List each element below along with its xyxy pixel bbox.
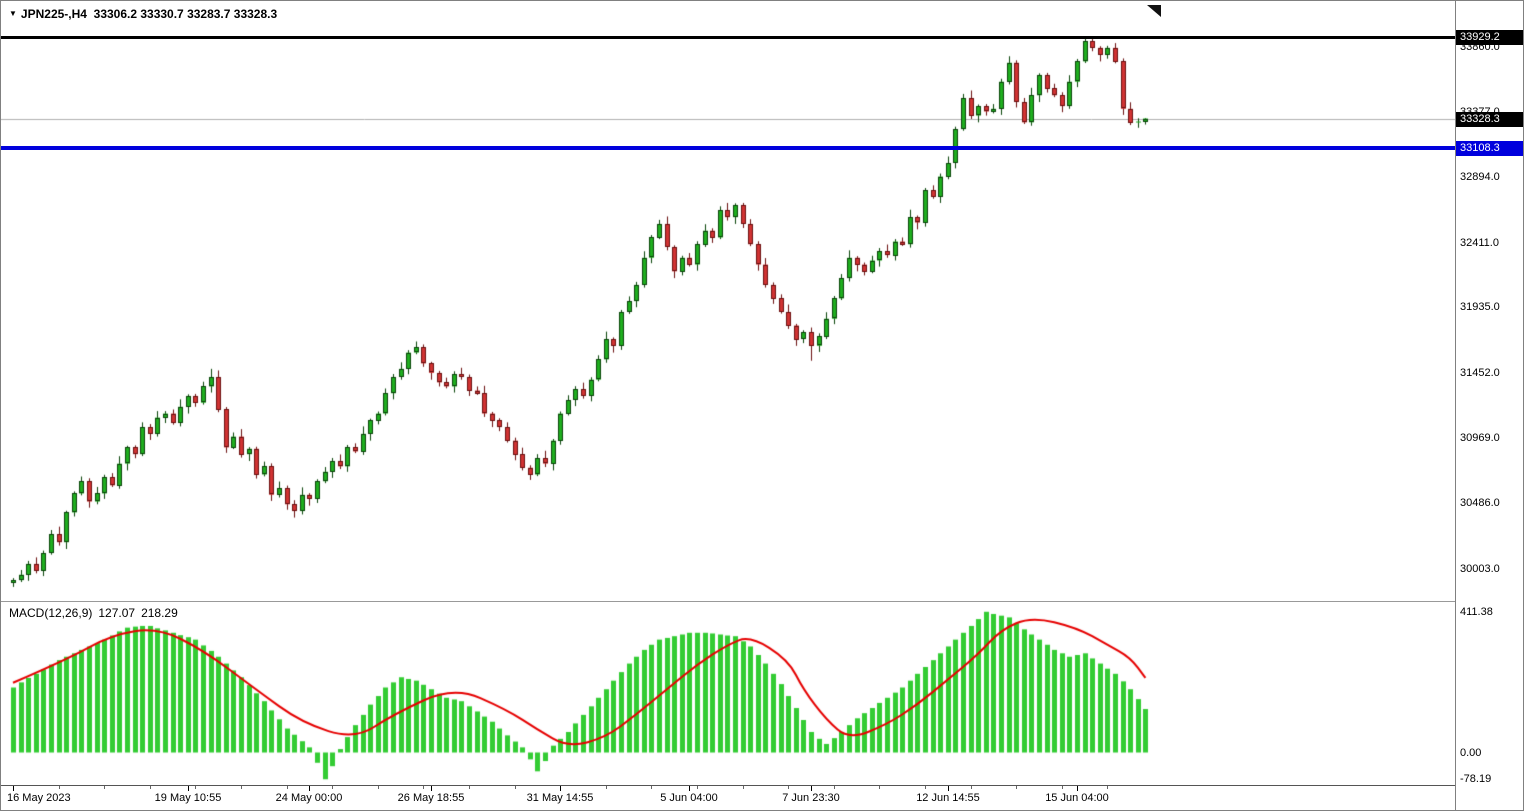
price-badge: 33929.2	[1456, 30, 1523, 45]
time-axis-label: 16 May 2023	[7, 792, 71, 804]
time-minor-tick	[1062, 786, 1063, 789]
macd-axis-label: 411.38	[1460, 606, 1493, 618]
macd-axis-label: 0.00	[1460, 747, 1482, 759]
macd-value: 127.07	[98, 606, 136, 620]
time-axis[interactable]: 16 May 2023 19 May 10:55 24 May 00:00 26 Ma…	[1, 786, 1455, 810]
chart-shift-marker-icon[interactable]	[1147, 5, 1161, 17]
time-minor-tick	[241, 786, 242, 789]
time-minor-tick	[423, 786, 424, 789]
time-minor-tick	[1107, 786, 1108, 789]
time-minor-tick	[287, 786, 288, 789]
symbol-dropdown-icon[interactable]: ▼	[9, 9, 17, 18]
time-minor-tick	[150, 786, 151, 789]
time-minor-tick	[651, 786, 652, 789]
price-badge: 33328.3	[1456, 112, 1523, 127]
time-minor-tick	[104, 786, 105, 789]
time-axis-label: 7 Jun 23:30	[782, 792, 840, 804]
symbol-header: ▼ JPN225-,H4 33306.2 33330.7 33283.7 3332…	[9, 7, 277, 21]
price-axis-label: 31452.0	[1460, 367, 1500, 379]
blue-level-line[interactable]	[1, 146, 1455, 150]
price-axis-label: 30003.0	[1460, 563, 1500, 575]
price-badge: 33108.3	[1456, 141, 1523, 156]
symbol-timeframe-label: JPN225-,H4	[20, 7, 87, 21]
macd-signal-value: 218.29	[141, 606, 178, 620]
time-minor-tick	[515, 786, 516, 789]
time-axis-label: 26 May 18:55	[397, 792, 465, 804]
pane-separator[interactable]	[1, 601, 1523, 602]
time-major-tick	[948, 786, 949, 791]
macd-name: MACD(12,26,9)	[9, 606, 93, 620]
time-minor-tick	[971, 786, 972, 789]
time-major-tick	[560, 786, 561, 791]
time-major-tick	[1077, 786, 1078, 791]
time-minor-tick	[378, 786, 379, 789]
time-axis-label: 19 May 10:55	[154, 792, 222, 804]
time-major-tick	[811, 786, 812, 791]
time-minor-tick	[606, 786, 607, 789]
time-minor-tick	[879, 786, 880, 789]
time-major-tick	[188, 786, 189, 791]
price-axis-label: 30486.0	[1460, 497, 1500, 509]
time-minor-tick	[925, 786, 926, 789]
price-axis[interactable]: 33860.033377.032894.032411.031935.031452…	[1455, 1, 1523, 810]
time-minor-tick	[697, 786, 698, 789]
macd-chart-canvas[interactable]	[1, 602, 1455, 785]
time-minor-tick	[1016, 786, 1017, 789]
macd-indicator-label: MACD(12,26,9) 127.07 218.29	[9, 606, 184, 620]
time-minor-tick	[332, 786, 333, 789]
time-axis-separator	[1, 785, 1523, 786]
high-level-line[interactable]	[1, 36, 1523, 39]
time-minor-tick	[469, 786, 470, 789]
price-axis-label: 30969.0	[1460, 432, 1500, 444]
time-minor-tick	[59, 786, 60, 789]
ohlc-readout: 33306.2 33330.7 33283.7 33328.3	[93, 7, 278, 21]
price-chart-canvas[interactable]	[1, 1, 1455, 601]
time-axis-label: 12 Jun 14:55	[916, 792, 980, 804]
time-axis-label: 15 Jun 04:00	[1045, 792, 1109, 804]
price-axis-label: 32411.0	[1460, 237, 1499, 249]
time-minor-tick	[195, 786, 196, 789]
macd-axis-label: -78.19	[1460, 773, 1492, 785]
time-minor-tick	[834, 786, 835, 789]
time-minor-tick	[743, 786, 744, 789]
time-major-tick	[689, 786, 690, 791]
time-axis-label: 5 Jun 04:00	[660, 792, 718, 804]
time-major-tick	[13, 786, 14, 791]
price-axis-label: 31935.0	[1460, 301, 1500, 313]
time-minor-tick	[788, 786, 789, 789]
time-major-tick	[309, 786, 310, 791]
time-major-tick	[431, 786, 432, 791]
price-axis-label: 32894.0	[1460, 171, 1500, 183]
time-axis-label: 24 May 00:00	[275, 792, 343, 804]
time-axis-label: 31 May 14:55	[526, 792, 594, 804]
